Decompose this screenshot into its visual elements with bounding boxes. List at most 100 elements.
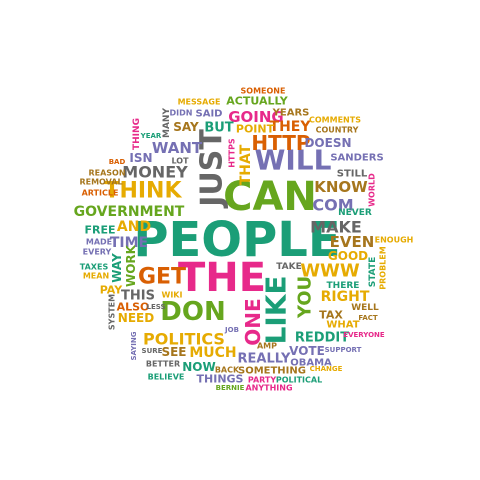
word-even: EVEN (330, 233, 375, 251)
word-everyone: EVERYONE (343, 331, 385, 339)
word-now: NOW (182, 360, 215, 374)
word-that: THAT (238, 144, 254, 185)
word-anything: ANYTHING (245, 384, 292, 393)
word-good: GOOD (328, 249, 368, 263)
word-don: DON (160, 297, 225, 327)
word-there: THERE (327, 281, 360, 291)
word-get: GET (138, 265, 186, 290)
word-less: LESS (146, 303, 165, 311)
word-state: STATE (368, 257, 378, 287)
word-country: COUNTRY (316, 126, 359, 135)
word-many: MANY (162, 108, 172, 138)
word-well: WELL (351, 303, 379, 313)
word-this: THIS (121, 289, 155, 304)
word-right: RIGHT (321, 289, 370, 305)
word-article: ARTICLE (82, 189, 119, 198)
word-change: CHANGE (310, 365, 343, 373)
word-isn: ISN (129, 151, 152, 165)
word-can: CAN (223, 174, 317, 220)
word-people: PEOPLE (133, 212, 340, 268)
word-reddit: REDDIT (295, 331, 349, 346)
word-better: BETTER (146, 360, 180, 369)
word-need: NEED (118, 311, 154, 325)
word-time: TIME (110, 235, 148, 251)
word-bernie: BERNIE (216, 384, 245, 392)
word-think: THINK (104, 179, 182, 204)
word-point: POINT (236, 123, 275, 136)
word-also: ALSO (117, 301, 150, 314)
word-bad: BAD (109, 158, 126, 166)
word-http: HTTP (251, 131, 310, 155)
word-government: GOVERNMENT (74, 204, 185, 220)
word-sanders: SANDERS (330, 153, 383, 164)
word-politics: POLITICS (143, 330, 225, 349)
word-tax: TAX (319, 309, 343, 322)
word-back: BACK (215, 366, 240, 375)
word-mean: MEAN (83, 272, 109, 281)
word-vote: VOTE (289, 344, 325, 358)
word-free: FREE (84, 224, 115, 237)
word-com: COM (312, 196, 353, 215)
word-wiki: WIKI (162, 291, 183, 300)
word-saying: SAYING (130, 331, 138, 360)
word-removal: REMOVAL (79, 178, 122, 187)
word-they: THEY (270, 119, 312, 135)
word-money: MONEY (122, 163, 188, 182)
word-the: THE (178, 255, 266, 301)
word-amp: AMP (257, 342, 277, 351)
word-just: JUST (195, 129, 230, 209)
word-say: SAY (173, 120, 199, 134)
word-year: YEAR (140, 132, 162, 140)
word-lot: LOT (171, 157, 189, 166)
word-support: SUPPORT (325, 346, 362, 354)
word-really: REALLY (238, 352, 291, 367)
word-world: WORLD (368, 173, 377, 207)
word-one: ONE (241, 298, 265, 345)
word-pay: PAY (100, 284, 124, 297)
word-still: STILL (337, 169, 368, 180)
word-see: SEE (161, 345, 186, 359)
word-fact: FACT (358, 314, 378, 322)
word-you: YOU (295, 276, 316, 319)
word-actually: ACTUALLY (226, 95, 289, 108)
word-doesn: DOESN (304, 136, 351, 150)
word-way: WAY (110, 253, 124, 283)
word-every: EVERY (83, 248, 112, 257)
word-know: KNOW (314, 178, 368, 196)
word-someone: SOMEONE (241, 87, 286, 96)
word-job: JOB (224, 326, 239, 334)
word-political: POLITICAL (276, 376, 322, 385)
word-will: WILL (255, 144, 332, 177)
word-years: YEARS (272, 108, 310, 119)
word-want: WANT (152, 139, 203, 157)
word-system: SYSTEM (108, 294, 117, 330)
word-never: NEVER (338, 208, 372, 218)
word-going: GOING (228, 108, 284, 126)
word-what: WHAT (326, 320, 359, 331)
word-obama: OBAMA (290, 358, 332, 369)
word-much: MUCH (189, 345, 236, 361)
word-sure: SURE (142, 347, 163, 355)
word-problem: PROBLEM (379, 246, 388, 289)
word-www: WWW (300, 261, 360, 282)
word-made: MADE (86, 238, 112, 247)
word-https: HTTPS (228, 138, 237, 168)
word-things: THINGS (197, 373, 244, 386)
word-and: AND (117, 219, 151, 235)
word-said: SAID (196, 109, 223, 120)
word-make: MAKE (310, 218, 362, 237)
word-message: MESSAGE (178, 98, 221, 107)
word-comments: COMMENTS (309, 116, 361, 125)
word-work: WORK (124, 244, 138, 287)
word-but: BUT (204, 121, 233, 136)
word-didn: DIDN (170, 109, 193, 118)
word-something: SOMETHING (238, 366, 306, 377)
word-taxes: TAXES (80, 263, 109, 272)
word-believe: BELIEVE (148, 373, 185, 382)
word-thing: THING (132, 118, 142, 150)
word-like: LIKE (260, 275, 293, 344)
word-reason: REASON (88, 169, 125, 178)
word-party: PARTY (248, 376, 277, 385)
word-enough: ENOUGH (375, 236, 414, 245)
